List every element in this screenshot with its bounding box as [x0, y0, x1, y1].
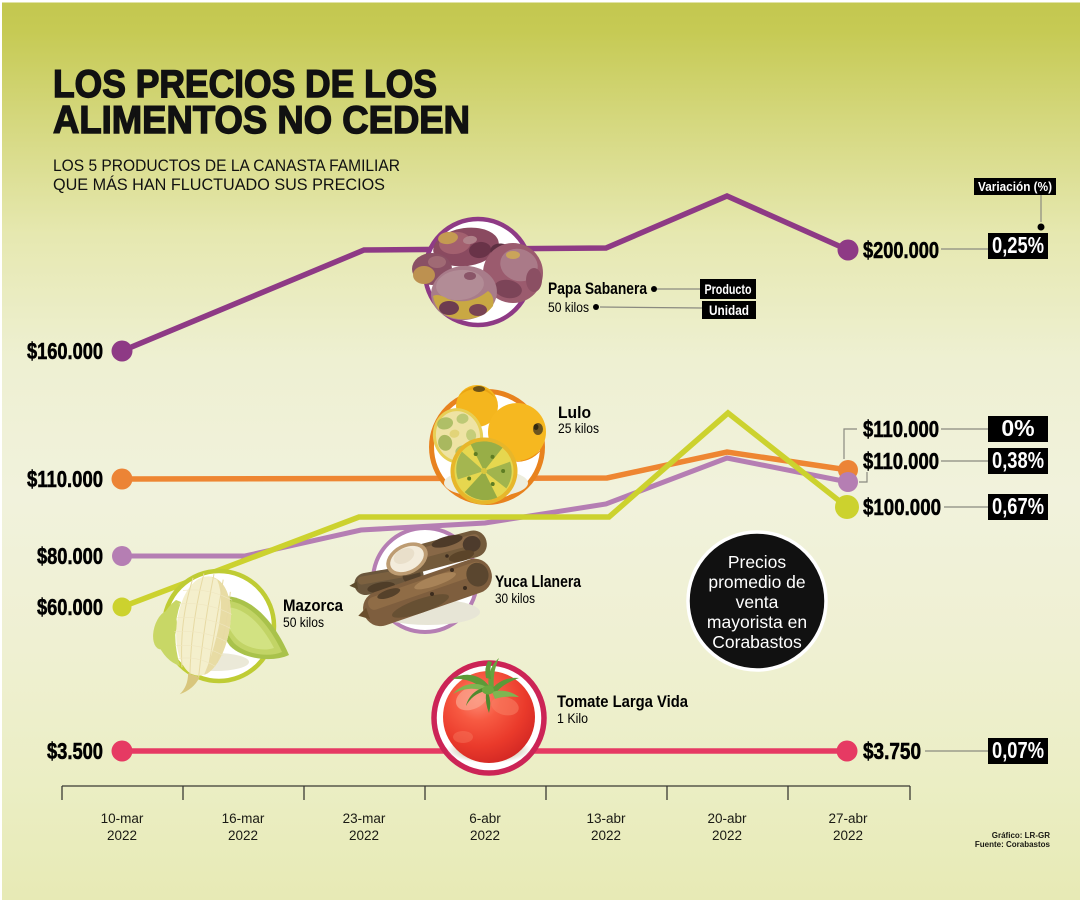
svg-text:Unidad: Unidad — [709, 302, 749, 318]
svg-text:6-abr: 6-abr — [469, 811, 501, 826]
svg-text:2022: 2022 — [470, 828, 500, 843]
svg-text:0,25%: 0,25% — [992, 232, 1044, 258]
svg-text:$100.000: $100.000 — [863, 494, 941, 520]
svg-text:Precios: Precios — [728, 552, 787, 572]
svg-text:30 kilos: 30 kilos — [495, 591, 535, 606]
svg-text:Variación (%): Variación (%) — [978, 179, 1052, 194]
svg-text:$3.750: $3.750 — [863, 738, 921, 764]
svg-text:$160.000: $160.000 — [27, 338, 103, 364]
svg-text:2022: 2022 — [107, 828, 137, 843]
svg-text:mayorista en: mayorista en — [707, 612, 807, 632]
svg-text:ALIMENTOS NO CEDEN: ALIMENTOS NO CEDEN — [53, 99, 470, 142]
svg-text:$110.000: $110.000 — [27, 466, 103, 492]
svg-text:$80.000: $80.000 — [37, 543, 103, 569]
svg-text:Yuca Llanera: Yuca Llanera — [495, 572, 581, 591]
svg-text:$3.500: $3.500 — [47, 738, 103, 764]
svg-text:27-abr: 27-abr — [828, 811, 868, 826]
svg-text:50 kilos: 50 kilos — [283, 615, 324, 630]
svg-text:50 kilos: 50 kilos — [548, 300, 589, 315]
svg-text:2022: 2022 — [349, 828, 379, 843]
svg-text:Corabastos: Corabastos — [712, 632, 802, 652]
svg-text:0,38%: 0,38% — [992, 447, 1044, 473]
svg-text:$200.000: $200.000 — [863, 237, 939, 263]
svg-text:LOS 5 PRODUCTOS DE LA CANASTA: LOS 5 PRODUCTOS DE LA CANASTA FAMILIAR — [53, 157, 400, 175]
svg-text:Tomate Larga Vida: Tomate Larga Vida — [557, 692, 688, 711]
svg-text:10-mar: 10-mar — [101, 811, 144, 826]
svg-text:Lulo: Lulo — [558, 403, 591, 422]
svg-text:25 kilos: 25 kilos — [558, 421, 599, 436]
svg-text:LOS PRECIOS DE LOS: LOS PRECIOS DE LOS — [53, 63, 437, 106]
svg-text:0,67%: 0,67% — [992, 493, 1044, 519]
svg-text:Producto: Producto — [705, 281, 752, 297]
svg-text:0%: 0% — [1001, 415, 1034, 441]
svg-text:0,07%: 0,07% — [992, 737, 1044, 763]
svg-text:Mazorca: Mazorca — [283, 596, 343, 615]
svg-text:Gráfico: LR-GR: Gráfico: LR-GR — [992, 831, 1050, 840]
svg-text:20-abr: 20-abr — [707, 811, 747, 826]
svg-text:23-mar: 23-mar — [343, 811, 386, 826]
svg-text:Papa Sabanera: Papa Sabanera — [548, 279, 647, 298]
svg-text:QUE MÁS HAN FLUCTUADO SUS PREC: QUE MÁS HAN FLUCTUADO SUS PRECIOS — [53, 175, 385, 194]
svg-text:16-mar: 16-mar — [222, 811, 265, 826]
svg-text:1 Kilo: 1 Kilo — [557, 711, 588, 726]
svg-text:$110.000: $110.000 — [863, 448, 939, 474]
svg-text:2022: 2022 — [833, 828, 863, 843]
svg-text:$110.000: $110.000 — [863, 416, 939, 442]
svg-text:promedio de: promedio de — [708, 572, 805, 592]
svg-text:2022: 2022 — [228, 828, 258, 843]
svg-text:13-abr: 13-abr — [586, 811, 626, 826]
svg-text:venta: venta — [736, 592, 779, 612]
svg-text:2022: 2022 — [712, 828, 742, 843]
svg-text:Fuente: Corabastos: Fuente: Corabastos — [975, 840, 1051, 849]
svg-text:$60.000: $60.000 — [37, 594, 103, 620]
svg-text:2022: 2022 — [591, 828, 621, 843]
